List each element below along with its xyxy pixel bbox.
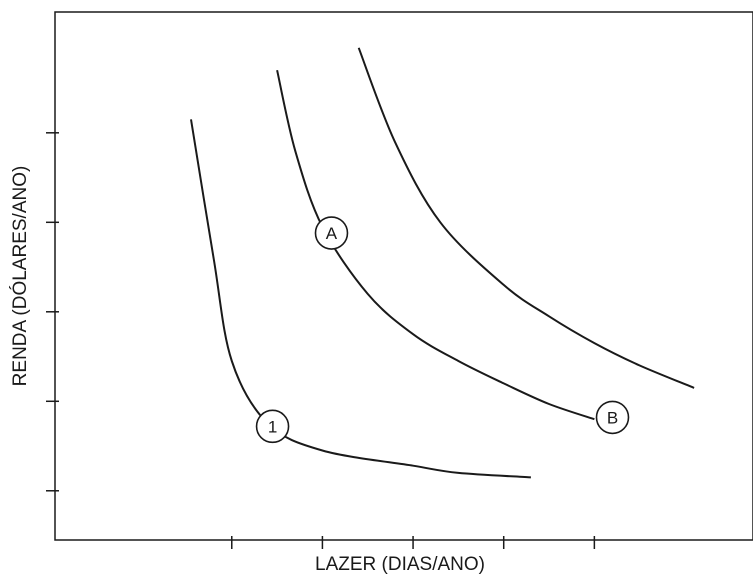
marker-label: B (607, 408, 618, 427)
y-axis-ticks (46, 132, 59, 492)
marker-circle (255, 409, 290, 444)
point-markers: 1 A B (255, 216, 630, 444)
x-axis-ticks (231, 536, 596, 549)
point-marker-1: 1 (255, 409, 290, 444)
marker-label: 1 (268, 417, 277, 436)
indifference-curve-2 (276, 69, 595, 421)
point-marker-b: B (595, 400, 630, 435)
x-axis-label: LAZER (DIAS/ANO) (315, 554, 485, 575)
y-axis-label: RENDA (DÓLARES/ANO) (9, 166, 31, 387)
marker-label: A (326, 224, 338, 243)
point-marker-a: A (314, 216, 349, 250)
marker-circle (595, 400, 630, 435)
marker-circle (314, 216, 349, 250)
plot-frame (54, 11, 753, 541)
indifference-curve-1 (190, 119, 531, 479)
indifference-curve-3 (357, 47, 695, 389)
